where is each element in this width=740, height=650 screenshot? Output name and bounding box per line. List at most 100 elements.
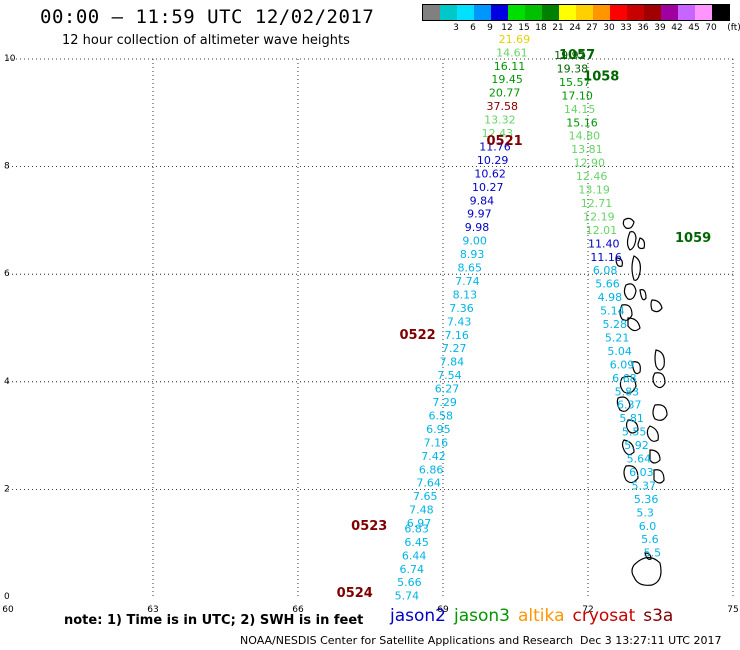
island-outline — [644, 552, 652, 560]
wave-height-value: 5.37 — [632, 479, 657, 492]
wave-height-value: 12.19 — [583, 210, 615, 223]
color-scale-swatch — [678, 5, 695, 20]
color-scale-unit: (ft) — [727, 23, 740, 33]
wave-height-value: 17.10 — [561, 89, 593, 102]
pass-time-label: 0523 — [351, 519, 387, 534]
wave-height-value: 12.46 — [576, 170, 608, 183]
island-outline — [654, 349, 665, 371]
map-grid — [8, 58, 734, 597]
island-outline — [623, 465, 639, 484]
color-scale-swatch — [508, 5, 525, 20]
x-tick-label: 63 — [147, 605, 158, 615]
wave-height-value: 7.74 — [455, 275, 480, 288]
wave-height-value: 7.54 — [437, 369, 462, 382]
wave-height-value: 6.03 — [629, 466, 654, 479]
wave-height-value: 9.98 — [465, 221, 490, 234]
wave-height-value: 5.21 — [605, 331, 630, 344]
wave-height-value: 7.36 — [449, 302, 474, 315]
wave-height-value: 8.93 — [460, 248, 485, 261]
y-tick-label: 10 — [4, 54, 16, 64]
wave-height-value: 10.29 — [477, 154, 509, 167]
wave-height-value: 14.61 — [496, 46, 527, 59]
color-scale-tick: 42 — [671, 23, 683, 33]
wave-height-value: 7.48 — [409, 504, 434, 517]
island-outline — [652, 372, 666, 389]
color-scale-swatch — [695, 5, 712, 20]
color-scale-swatch — [440, 5, 457, 20]
wave-height-value: 5.66 — [595, 278, 620, 291]
wave-height-value: 7.16 — [444, 329, 469, 342]
color-scale-tick: 9 — [487, 23, 493, 33]
wave-height-value: 12.90 — [574, 157, 606, 170]
wave-height-value: 7.42 — [421, 450, 446, 463]
color-scale-swatch — [661, 5, 678, 20]
island-outline — [631, 255, 641, 281]
wave-height-value: 16.11 — [494, 60, 526, 73]
color-scale-tick: 30 — [603, 23, 615, 33]
x-tick-label: 69 — [437, 605, 449, 615]
color-scale-swatch — [610, 5, 627, 20]
wave-height-value: 15.57 — [559, 76, 591, 89]
wave-height-value: 5.36 — [634, 493, 659, 506]
color-scale-swatch — [627, 5, 644, 20]
wave-height-value: 6.68 — [612, 372, 637, 385]
wave-height-value: 6.95 — [426, 423, 451, 436]
generated-timestamp: Dec 3 13:27:11 UTC 2017 — [580, 634, 722, 647]
wave-height-value: 6.09 — [610, 358, 635, 371]
color-scale-tick: 45 — [688, 23, 700, 33]
credit-text: NOAA/NESDIS Center for Satellite Applica… — [240, 634, 574, 647]
wave-height-value: 11.16 — [590, 251, 622, 264]
y-tick-label: 0 — [4, 592, 10, 602]
wave-height-value: 5.6 — [641, 533, 659, 546]
wave-height-value: 20.77 — [489, 87, 520, 100]
wave-height-value: 5.14 — [600, 305, 625, 318]
island-outline — [616, 396, 631, 412]
y-tick-label: 4 — [4, 377, 10, 387]
wave-height-value: 5.66 — [397, 576, 422, 589]
pass-labels: 1057 1058 0521 1059 0522 0523 0524 — [337, 48, 712, 601]
wave-height-value: 11.76 — [479, 140, 511, 153]
wave-height-value: 7.65 — [413, 490, 438, 503]
wave-height-value: 13.32 — [484, 114, 516, 127]
wave-height-value: 14.15 — [564, 103, 596, 116]
color-scale-boxes — [422, 4, 730, 21]
island-outline — [631, 361, 641, 375]
satellite-track-west: 5.745.666.746.446.456.836.977.487.657.64… — [395, 33, 530, 603]
wave-height-value: 5.83 — [615, 385, 640, 398]
wave-height-value: 19.38 — [557, 62, 589, 75]
x-tick-label: 72 — [582, 605, 593, 615]
x-tick-label: 60 — [2, 605, 14, 615]
y-tick-label: 2 — [4, 484, 10, 494]
legend-item: jason3 — [454, 606, 510, 626]
color-scale-tick: 21 — [552, 23, 564, 33]
legend-item: altika — [518, 606, 565, 626]
wave-height-value: 21.69 — [499, 33, 531, 46]
pass-time-label: 0524 — [337, 586, 373, 601]
island-outline — [622, 217, 635, 229]
color-scale-tick: 18 — [535, 23, 547, 33]
satellite-track-east: 19.9219.3815.5717.1014.1515.1614.8013.81… — [554, 49, 661, 560]
island-outline — [649, 449, 661, 464]
y-tick-label: 6 — [4, 269, 10, 279]
legend-item: cryosat — [572, 606, 636, 626]
color-scale-swatch — [593, 5, 610, 20]
color-scale-swatch — [559, 5, 576, 20]
island-outline — [623, 283, 637, 300]
wave-height-value: 5.74 — [395, 590, 420, 603]
pass-time-label: 1058 — [583, 70, 619, 85]
page-title: 00:00 – 11:59 UTC 12/02/2017 — [40, 6, 375, 28]
color-scale-swatch — [457, 5, 474, 20]
color-scale-swatch — [491, 5, 508, 20]
wave-height-value: 14.80 — [569, 130, 601, 143]
pass-time-label: 0522 — [400, 328, 436, 343]
wave-height-value: 5.04 — [607, 345, 632, 358]
wave-height-value: 15.16 — [566, 116, 598, 129]
wave-height-value: 7.29 — [432, 396, 457, 409]
color-scale-labels: 3 6 9 12 15 18 21 24 27 30 33 36 39 42 45 70 (ft) — [422, 21, 740, 35]
axis-labels: 60 63 66 69 72 75 0 2 4 6 8 10 — [2, 54, 738, 615]
color-scale-tick: 12 — [501, 23, 513, 33]
wave-height-value: 5.55 — [622, 426, 647, 439]
island-outline — [653, 469, 665, 484]
wave-height-value: 13.81 — [571, 143, 603, 156]
